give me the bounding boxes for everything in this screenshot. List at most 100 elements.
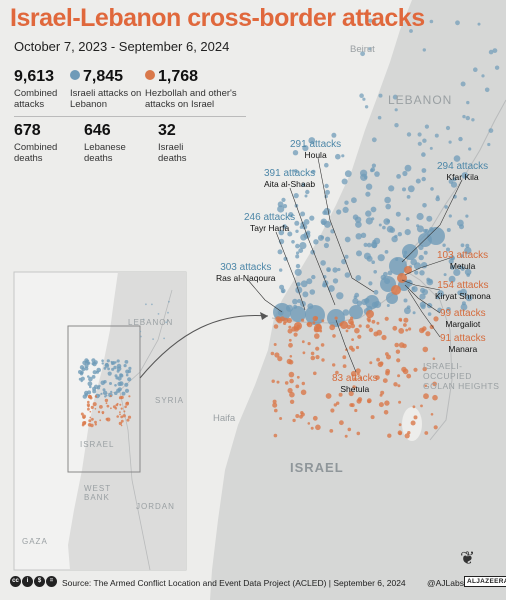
attack-dot xyxy=(465,214,469,218)
attack-dot xyxy=(295,384,300,389)
attack-dot xyxy=(103,380,107,384)
attack-dot xyxy=(289,378,294,384)
attack-dot xyxy=(87,381,93,387)
attack-dot xyxy=(363,242,368,247)
attack-dot xyxy=(324,162,329,168)
attack-dot xyxy=(292,150,299,156)
attack-dot xyxy=(402,244,418,260)
attack-dot xyxy=(118,396,123,400)
attack-dot xyxy=(412,405,416,409)
attack-dot xyxy=(113,365,117,370)
country-label-israel: ISRAEL xyxy=(290,460,344,475)
attack-dot xyxy=(394,108,398,112)
attack-dot xyxy=(274,352,280,358)
attack-dot xyxy=(394,123,399,128)
inset-focus-box xyxy=(67,325,141,473)
attack-dot xyxy=(87,400,90,404)
page-subtitle: October 7, 2023 - September 6, 2024 xyxy=(14,39,230,54)
attack-dot xyxy=(341,154,345,158)
attack-dot xyxy=(394,342,400,348)
attack-dot xyxy=(455,20,460,26)
attack-dot xyxy=(366,242,372,248)
attack-dot xyxy=(288,212,294,218)
attack-dot xyxy=(460,288,467,296)
attack-dot xyxy=(464,268,472,276)
city-label-haifa: Haifa xyxy=(213,413,236,424)
attack-dot xyxy=(356,431,361,436)
attack-dot xyxy=(403,317,409,323)
attack-dot xyxy=(127,377,132,382)
attack-dot xyxy=(365,324,370,329)
attack-dot xyxy=(424,124,429,129)
attack-dot xyxy=(460,243,465,248)
attack-dot xyxy=(80,412,84,416)
attack-dot xyxy=(79,365,85,370)
attack-dot xyxy=(104,395,107,398)
attack-dot xyxy=(386,219,391,223)
inset-label-gaza: GAZA xyxy=(22,537,48,546)
attack-dot xyxy=(103,367,107,370)
attack-dot xyxy=(302,351,306,355)
attack-dot xyxy=(295,263,301,269)
attack-dot xyxy=(290,306,306,322)
attack-dot xyxy=(114,391,118,396)
attack-dot xyxy=(110,360,113,363)
attack-dot xyxy=(89,416,92,419)
attack-dot xyxy=(294,220,300,226)
attack-dot xyxy=(461,301,466,306)
attack-dot xyxy=(350,370,357,377)
attack-dot xyxy=(448,140,452,144)
stat-value: 1,768 xyxy=(158,68,199,85)
attack-dot xyxy=(99,405,103,409)
attack-dot xyxy=(329,429,334,433)
attack-dot xyxy=(407,185,415,193)
hezbollah-attack-dots xyxy=(270,266,439,439)
attack-dot xyxy=(424,384,428,388)
attack-dot xyxy=(288,338,292,342)
attack-dot xyxy=(384,316,389,321)
attack-dot xyxy=(432,357,436,361)
attack-dot xyxy=(421,152,426,157)
attack-dot xyxy=(434,133,439,138)
attack-dot xyxy=(465,294,473,302)
attack-dot xyxy=(404,266,412,274)
attack-dot xyxy=(419,301,426,308)
callout-count: 291 attacks xyxy=(290,139,342,150)
attack-dot xyxy=(115,376,119,380)
attack-dot xyxy=(293,169,298,173)
attack-dot xyxy=(119,403,122,406)
attack-dot xyxy=(139,330,142,333)
callout-count: 91 attacks xyxy=(440,333,486,344)
attack-dot xyxy=(311,274,316,280)
attack-dot xyxy=(87,375,90,378)
attack-dot xyxy=(448,275,456,283)
stat-label: Israeli attacks on Lebanon xyxy=(70,88,142,110)
attack-dot xyxy=(303,219,310,225)
attack-dot xyxy=(422,346,429,353)
aljazeera-logo: ALJAZEERA xyxy=(464,576,506,587)
attack-dot xyxy=(92,402,97,407)
attack-dot xyxy=(272,402,278,408)
attack-dot xyxy=(80,370,84,375)
attack-dot xyxy=(422,138,427,143)
callout-count: 83 attacks xyxy=(332,373,378,384)
attack-dot xyxy=(99,419,102,422)
stat-value: 678 xyxy=(14,122,41,139)
attack-dot xyxy=(279,417,283,420)
attack-dot xyxy=(301,340,305,344)
attack-dot xyxy=(420,404,423,408)
attack-dot xyxy=(419,293,426,300)
attack-dot xyxy=(360,51,365,57)
attack-dot xyxy=(366,310,374,318)
callout-town: Metula xyxy=(449,261,476,271)
callout-town: Tayr Harfa xyxy=(249,223,290,233)
attack-dot xyxy=(274,408,278,413)
attack-dot xyxy=(302,291,309,298)
attack-dot xyxy=(452,177,457,182)
stat-value: 646 xyxy=(84,122,111,139)
attack-dot xyxy=(405,328,409,332)
attack-dot xyxy=(461,172,469,179)
attack-dot xyxy=(300,280,308,288)
attack-dot xyxy=(349,305,363,319)
attack-dot xyxy=(272,399,277,404)
